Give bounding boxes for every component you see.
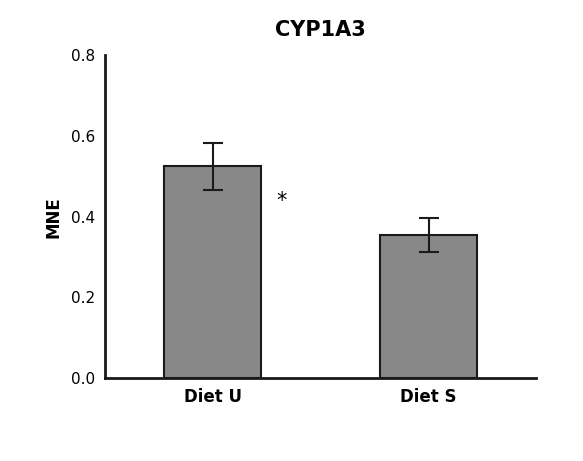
Bar — [380, 235, 477, 378]
Y-axis label: MNE: MNE — [45, 196, 62, 237]
Bar — [164, 166, 261, 378]
Text: *: * — [277, 190, 287, 211]
Title: CYP1A3: CYP1A3 — [275, 20, 366, 40]
